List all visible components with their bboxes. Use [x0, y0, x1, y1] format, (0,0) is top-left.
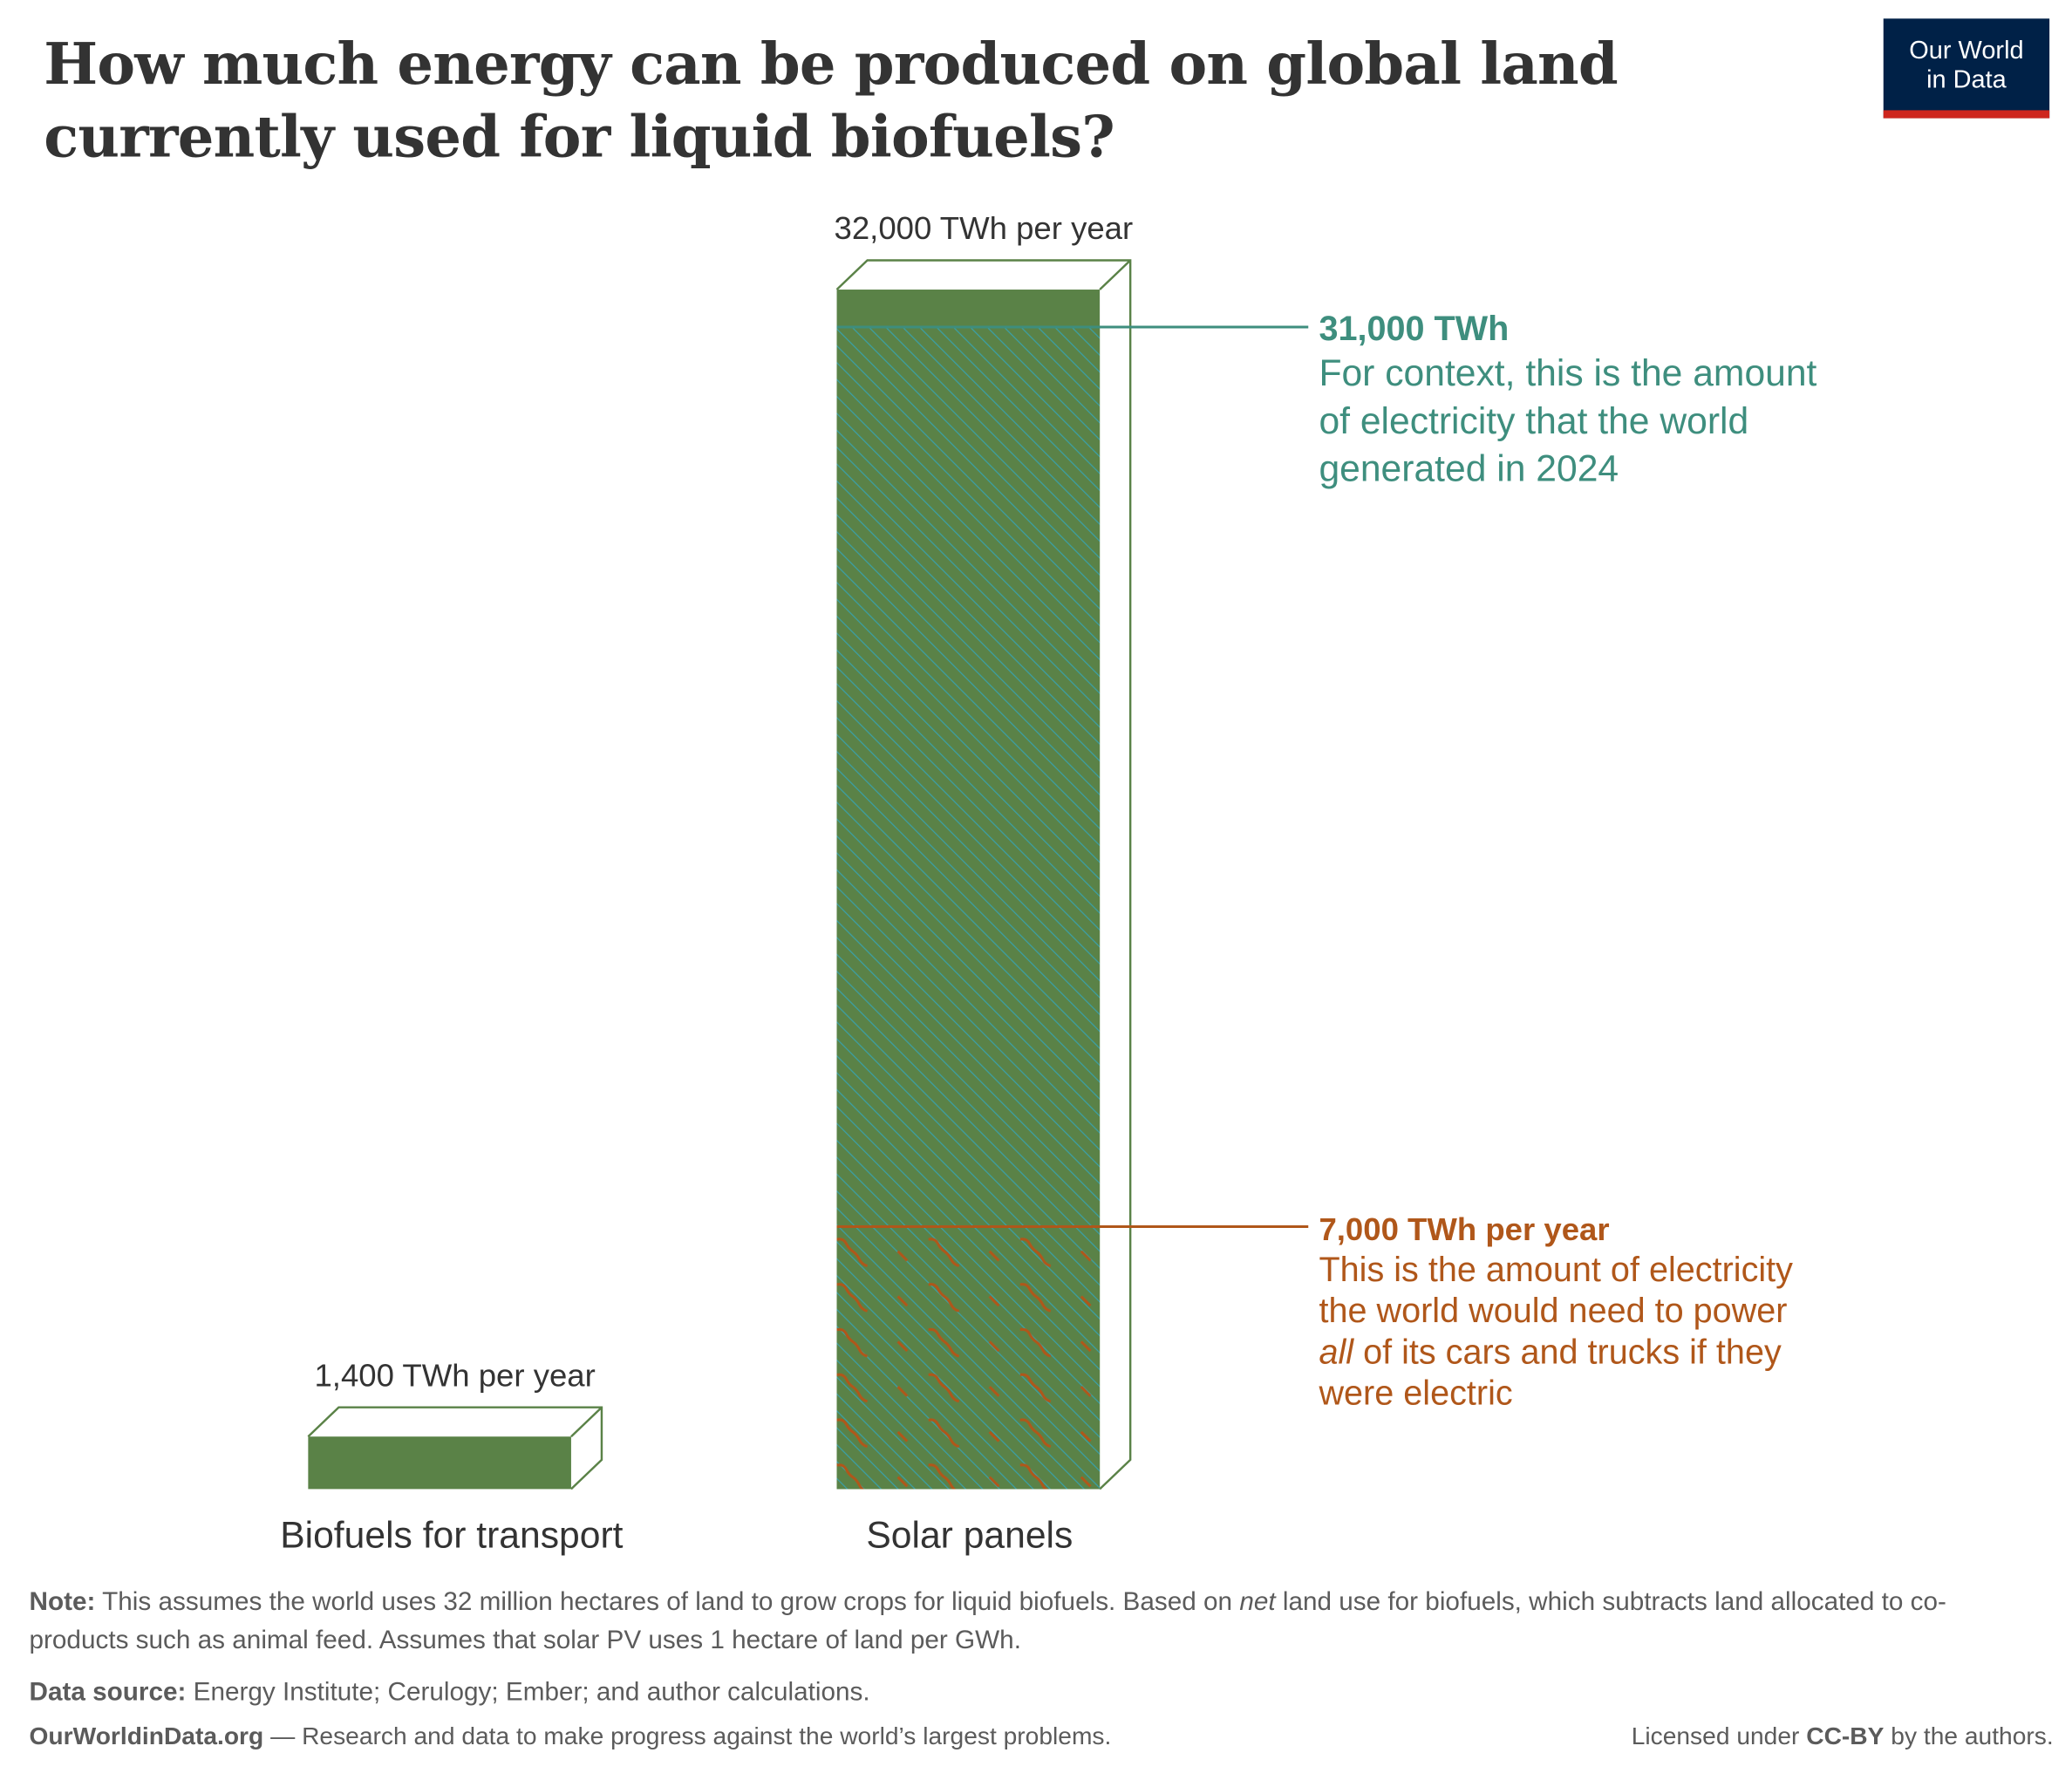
note-text: This assumes the world uses 32 million h… — [95, 1587, 1240, 1617]
category-label: Solar panels — [866, 1514, 1073, 1556]
license-link[interactable]: CC-BY — [1806, 1721, 1885, 1749]
owid-logo[interactable]: Our World in Data — [1883, 18, 2050, 119]
license-pre: Licensed under — [1631, 1721, 1807, 1749]
bar-0 — [308, 1436, 571, 1490]
bar-3d-outline — [835, 259, 1132, 1490]
annotation-emphasis: all — [1319, 1333, 1354, 1371]
annotation-text: For context, this is the amount — [1319, 352, 1816, 394]
logo-line2: in Data — [1926, 66, 2007, 95]
annotation-text: of electricity that the world — [1319, 400, 1748, 442]
logo-line1: Our World — [1909, 37, 2024, 65]
footer-site-link[interactable]: OurWorldinData.org — [29, 1721, 264, 1749]
note-label: Note: — [29, 1587, 96, 1617]
annotation-text-rest: of its cars and trucks if they — [1353, 1333, 1782, 1371]
annotation-text: generated in 2024 — [1319, 448, 1619, 490]
annotation-text: all of its cars and trucks if they — [1319, 1333, 1782, 1371]
bar-value-label: 1,400 TWh per year — [314, 1357, 595, 1393]
footer-left: OurWorldinData.org — Research and data t… — [30, 1722, 1112, 1751]
logo-red-bar — [1883, 110, 2050, 119]
source-text: Energy Institute; Cerulogy; Ember; and a… — [186, 1677, 870, 1708]
bar-3d-outline — [307, 1406, 603, 1490]
footer-license: Licensed under CC-BY by the authors. — [1632, 1722, 2054, 1751]
note-net: net — [1239, 1587, 1276, 1617]
chart-note: Note: This assumes the world uses 32 mil… — [30, 1584, 2022, 1661]
footer-tagline: — Research and data to make progress aga… — [263, 1721, 1112, 1749]
note-text-2: land use for biofuels, which subtracts l… — [29, 1587, 1946, 1655]
source-label: Data source: — [29, 1677, 187, 1708]
license-post: by the authors. — [1884, 1721, 2054, 1749]
hatch-transport-electricity — [836, 1226, 1101, 1490]
annotation-text: the world would need to power — [1319, 1292, 1787, 1330]
bar-value-label: 32,000 TWh per year — [835, 210, 1134, 246]
category-label: Biofuels for transport — [280, 1514, 623, 1556]
data-source: Data source: Energy Institute; Cerulogy;… — [30, 1674, 2022, 1712]
chart-title: How much energy can be produced on globa… — [44, 31, 1618, 172]
annotation-text: This is the amount of electricity — [1319, 1251, 1793, 1289]
annotation-title: 31,000 TWh — [1319, 310, 1509, 348]
annotation-text: were electric — [1318, 1374, 1512, 1413]
annotation-title: 7,000 TWh per year — [1319, 1211, 1609, 1247]
